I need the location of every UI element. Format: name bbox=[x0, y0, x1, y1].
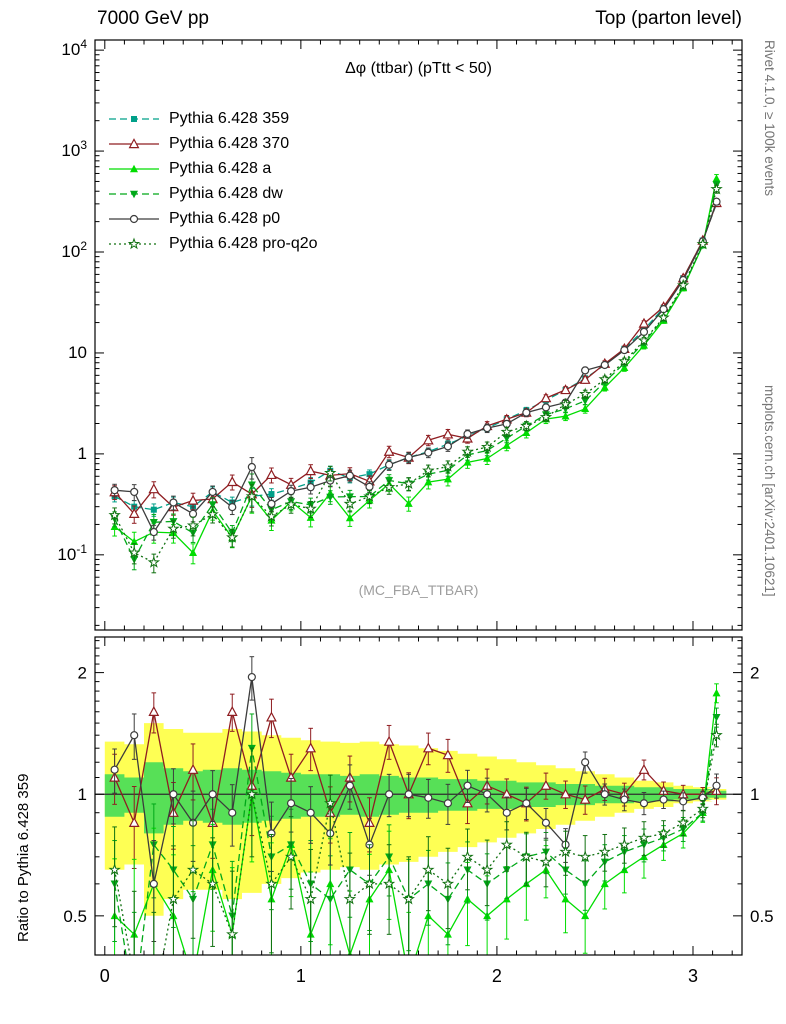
legend-label: Pythia 6.428 359 bbox=[169, 109, 290, 127]
y-tick-label: 10-1 bbox=[57, 542, 87, 564]
analysis-watermark: (MC_FBA_TTBAR) bbox=[358, 582, 479, 598]
legend-marker-triangle-up-open bbox=[109, 137, 159, 148]
axis-ticks bbox=[95, 40, 742, 955]
legend-label: Pythia 6.428 dw bbox=[169, 184, 283, 202]
legend-label: Pythia 6.428 a bbox=[169, 159, 272, 177]
legend-marker-triangle-down-filled bbox=[109, 190, 159, 198]
legend-label: Pythia 6.428 pro-q2o bbox=[169, 234, 318, 252]
uncertainty-bands bbox=[104, 723, 727, 916]
series-ratio-pro-q2o bbox=[108, 723, 723, 955]
beam-energy-label: 7000 GeV pp bbox=[97, 8, 209, 29]
x-tick-label: 3 bbox=[688, 966, 698, 986]
y-tick-label: 10 bbox=[68, 343, 87, 362]
legend-item-a: Pythia 6.428 a bbox=[108, 156, 318, 181]
x-tick-label: 0 bbox=[100, 966, 110, 986]
rivet-version-caption: Rivet 4.1.0, ≥ 100k events bbox=[762, 40, 777, 196]
legend-label: Pythia 6.428 370 bbox=[169, 134, 290, 152]
ratio-tick-label-left: 1 bbox=[78, 785, 87, 804]
legend-item-370: Pythia 6.428 370 bbox=[108, 131, 318, 156]
y-tick-label: 102 bbox=[61, 239, 87, 261]
legend-marker-circle-open bbox=[109, 214, 159, 223]
legend-marker-star-open bbox=[109, 236, 159, 249]
ratio-tick-label-left: 0.5 bbox=[63, 907, 87, 926]
plot-title: Δφ (ttbar) (pTtt < 50) bbox=[345, 60, 492, 77]
legend-marker-triangle-up-filled bbox=[109, 164, 159, 172]
green-band bbox=[104, 762, 727, 834]
legend-marker-square-filled bbox=[109, 115, 159, 122]
legend-item-pro-q2o: Pythia 6.428 pro-q2o bbox=[108, 231, 318, 256]
ratio-tick-label-right: 1 bbox=[750, 785, 759, 804]
ratio-tick-label-right: 2 bbox=[750, 664, 759, 683]
legend-item-p0: Pythia 6.428 p0 bbox=[108, 206, 318, 231]
ratio-tick-label-left: 2 bbox=[78, 664, 87, 683]
y-tick-label: 1 bbox=[78, 444, 87, 463]
ratio-tick-label-right: 0.5 bbox=[750, 907, 774, 926]
mcplots-caption: mcplots.cern.ch [arXiv:2401.10621] bbox=[762, 385, 777, 597]
series-main-pro-q2o bbox=[108, 182, 723, 574]
legend-label: Pythia 6.428 p0 bbox=[169, 209, 281, 227]
legend: Pythia 6.428 359 Pythia 6.428 370 Pythia 6… bbox=[108, 106, 318, 256]
legend-item-dw: Pythia 6.428 dw bbox=[108, 181, 318, 206]
legend-item-359: Pythia 6.428 359 bbox=[108, 106, 318, 131]
ratio-axis-label: Ratio to Pythia 6.428 359 bbox=[15, 773, 32, 942]
x-tick-label: 1 bbox=[296, 966, 306, 986]
y-tick-label: 103 bbox=[61, 138, 87, 160]
x-tick-label: 2 bbox=[492, 966, 502, 986]
y-tick-label: 104 bbox=[61, 37, 87, 59]
process-label: Top (parton level) bbox=[595, 8, 742, 29]
